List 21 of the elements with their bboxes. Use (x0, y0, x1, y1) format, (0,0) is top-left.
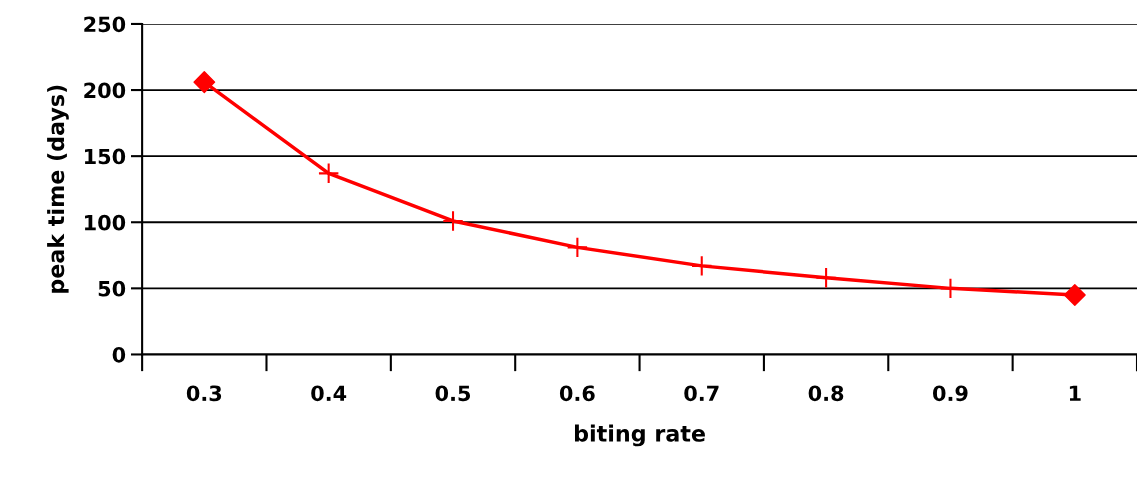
y-tick-label: 50 (98, 280, 126, 297)
point (566, 236, 589, 259)
y-tick-label: 100 (85, 214, 126, 231)
x-axis-title: biting rate (574, 424, 705, 447)
y-tick-label: 250 (84, 16, 126, 33)
x-tick-label: 0.8 (808, 385, 844, 402)
y-tick-label: 200 (84, 82, 126, 99)
x-tick-label: 0.4 (311, 385, 347, 402)
point (442, 210, 464, 232)
x-tick-label: 0.7 (684, 385, 719, 402)
x-tick-label: 1 (1069, 385, 1081, 401)
x-tick-label: 0.5 (435, 385, 471, 402)
y-tick-label: 150 (85, 148, 126, 165)
x-tick-label: 0.3 (186, 385, 222, 402)
point (690, 255, 713, 277)
point (815, 267, 837, 289)
x-tick-label: 0.9 (933, 385, 968, 402)
point (317, 162, 340, 185)
y-tick-label: 0 (112, 346, 126, 363)
y-axis-title: peak time (days) (47, 85, 69, 293)
x-tick-label: 0.6 (559, 385, 595, 402)
